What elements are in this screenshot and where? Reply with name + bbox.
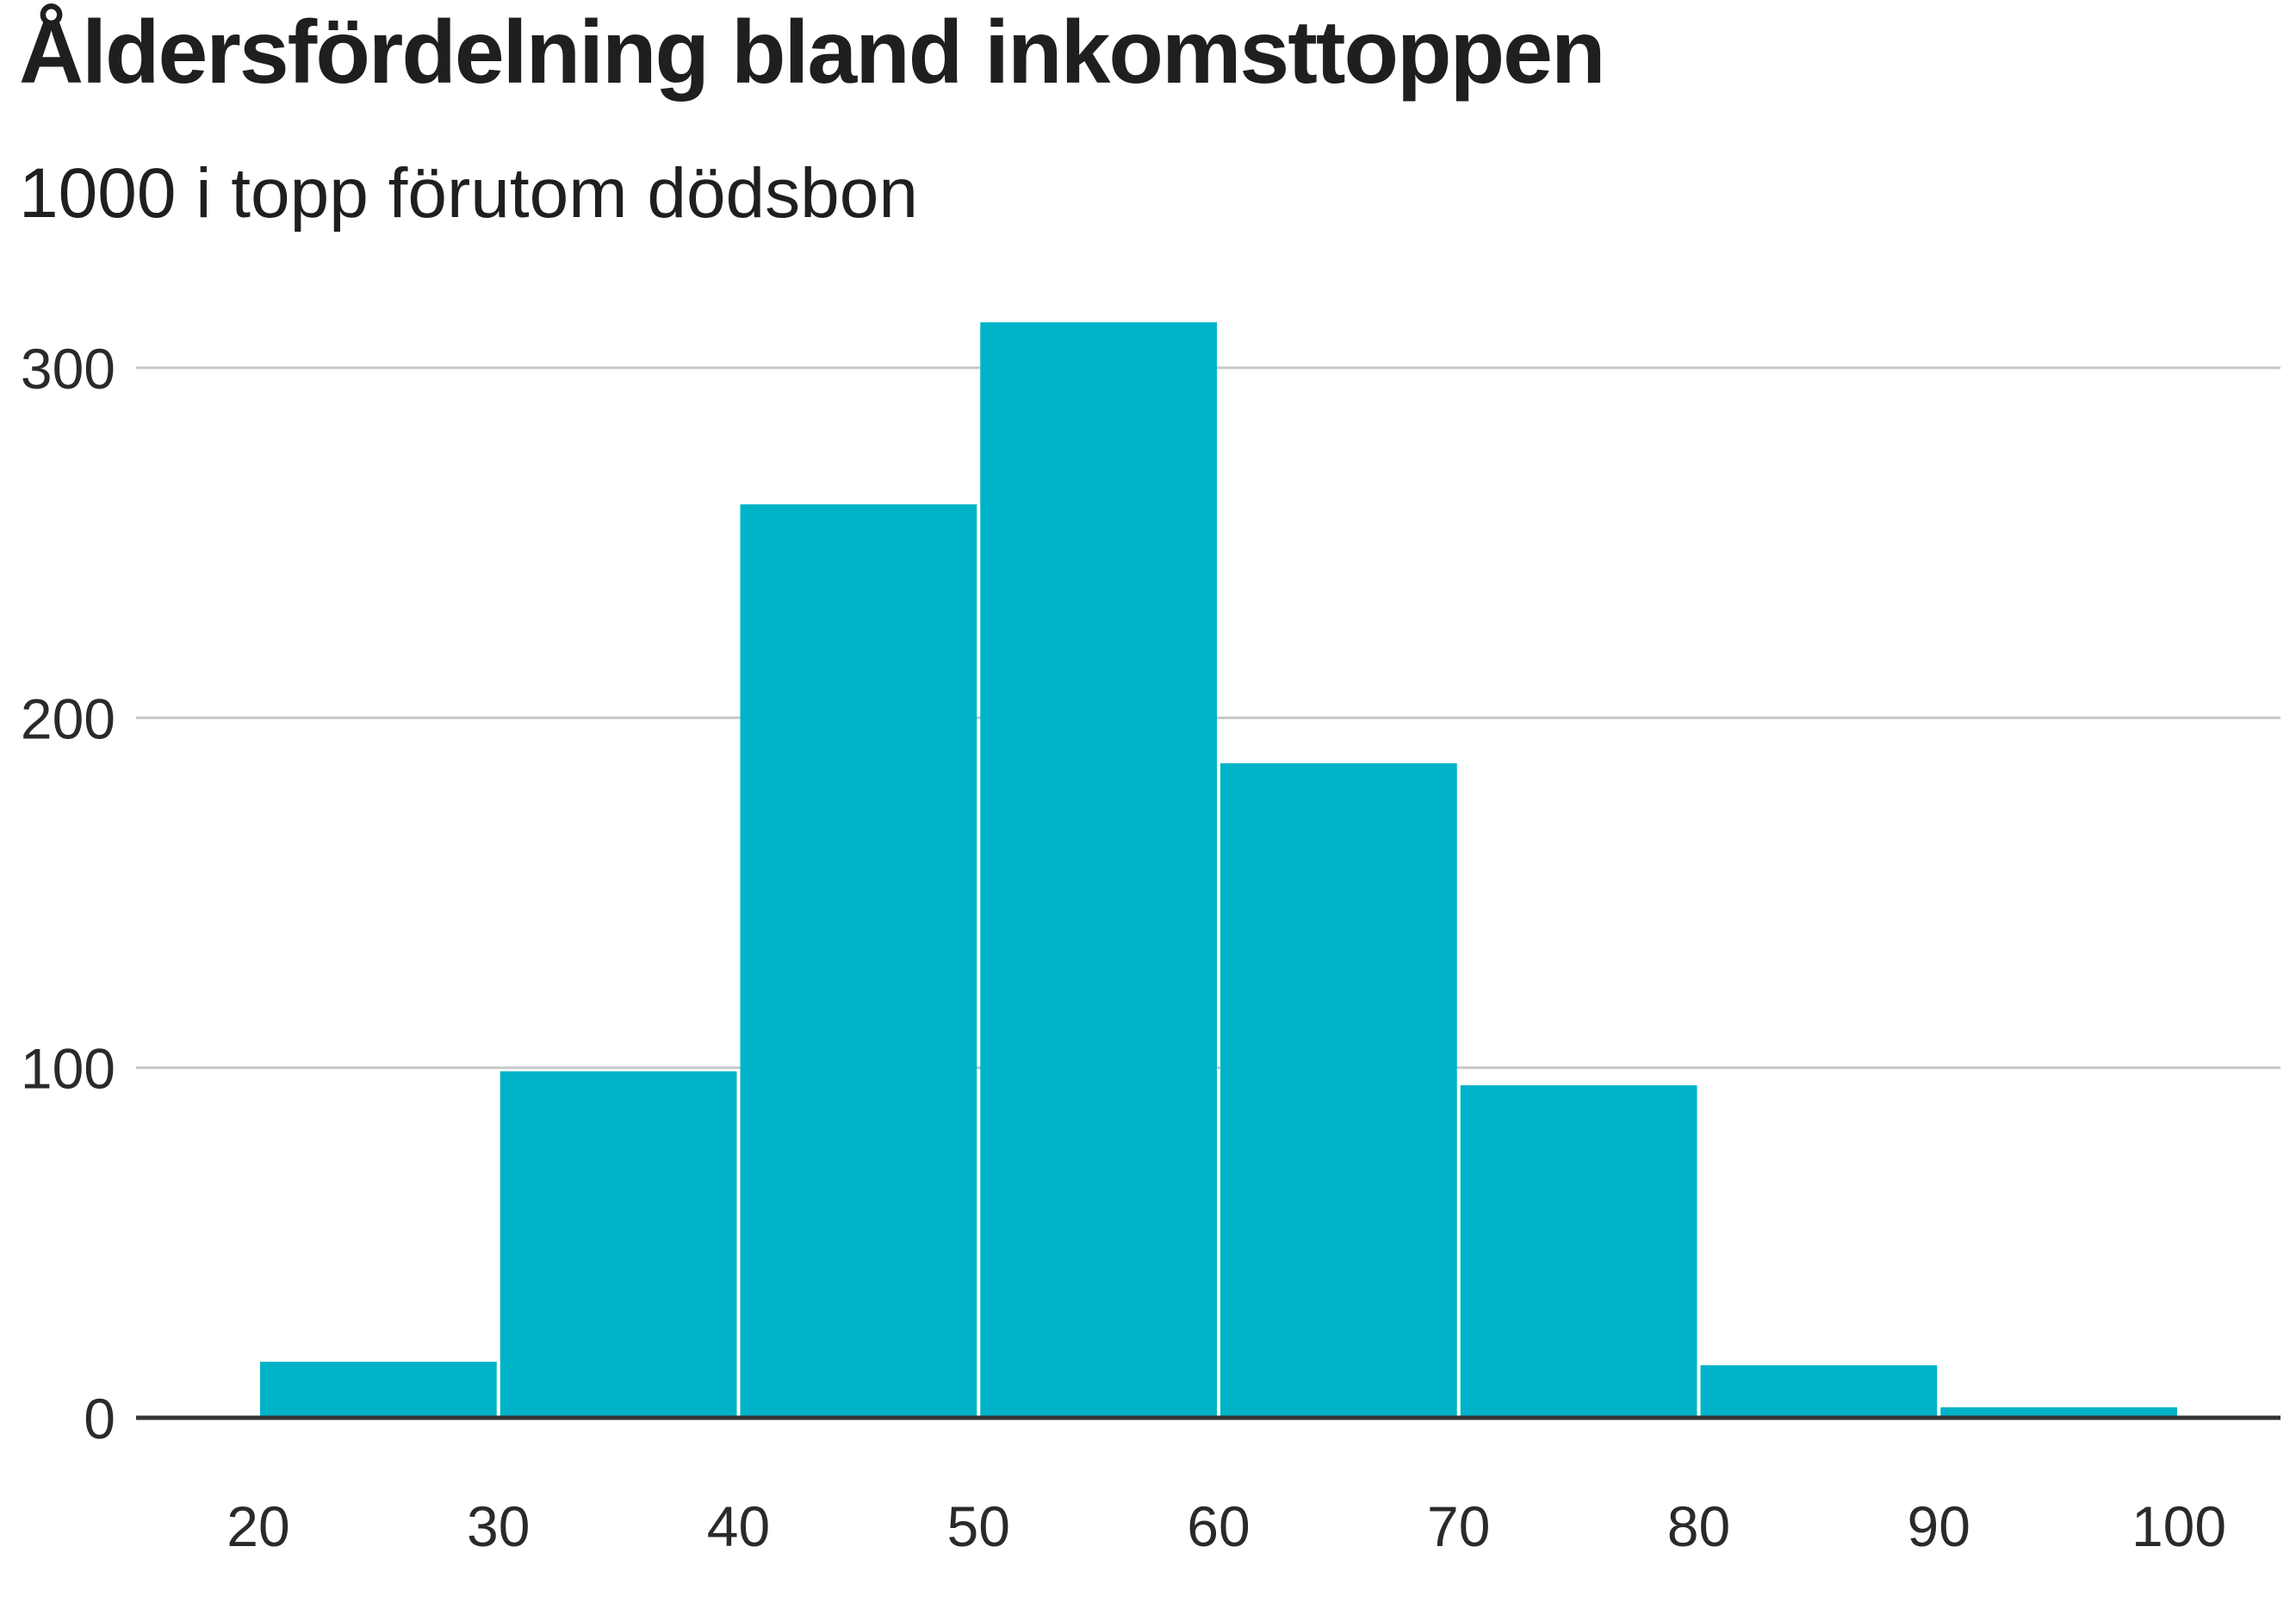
x-tick-label-20: 20 [226, 1494, 289, 1558]
chart-title: Åldersfördelning bland inkomsttoppen [19, 3, 1605, 102]
x-tick-label-100: 100 [2132, 1494, 2226, 1558]
y-tick-label-300: 300 [21, 337, 115, 401]
bar-80-90 [1700, 1365, 1938, 1418]
bar-60-70 [1220, 763, 1457, 1418]
x-tick-label-80: 80 [1667, 1494, 1730, 1558]
x-tick-label-70: 70 [1427, 1494, 1490, 1558]
x-tick-labels: 20 30 40 50 60 70 80 90 100 [226, 1494, 2226, 1558]
chart-subtitle: 1000 i topp förutom dödsbon [19, 154, 918, 233]
x-tick-label-60: 60 [1187, 1494, 1250, 1558]
y-tick-label-100: 100 [21, 1037, 115, 1101]
x-tick-label-50: 50 [947, 1494, 1010, 1558]
x-tick-label-30: 30 [467, 1494, 530, 1558]
x-tick-label-40: 40 [707, 1494, 770, 1558]
y-tick-label-0: 0 [84, 1387, 115, 1450]
bar-90-100 [1940, 1407, 2177, 1418]
bar-30-40 [500, 1071, 737, 1418]
x-tick-label-90: 90 [1908, 1494, 1970, 1558]
bars [260, 322, 2177, 1419]
bar-40-50 [740, 504, 977, 1418]
y-tick-label-200: 200 [21, 686, 115, 750]
y-tick-labels: 0 100 200 300 [21, 337, 115, 1450]
bar-20-30 [260, 1361, 497, 1418]
bar-70-80 [1460, 1084, 1697, 1418]
bar-50-60 [980, 322, 1217, 1419]
